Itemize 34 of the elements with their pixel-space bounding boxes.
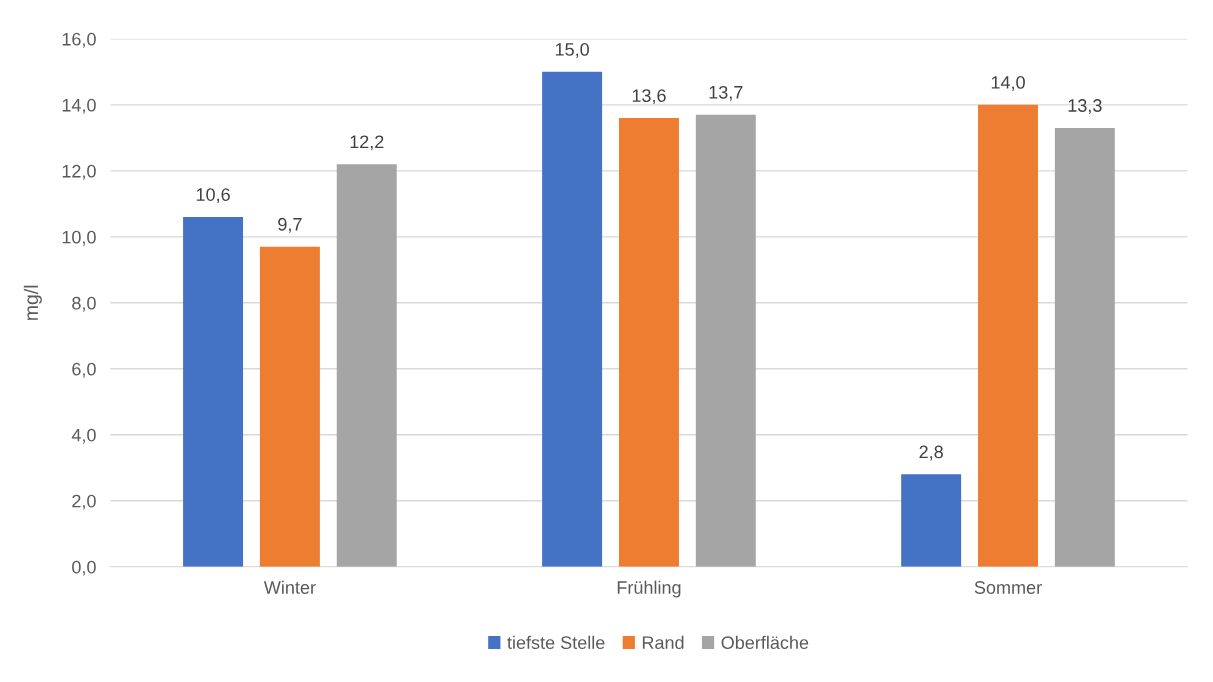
bar: [336, 164, 397, 567]
bar: [618, 118, 679, 567]
bar: [259, 246, 320, 567]
bar: [183, 217, 244, 567]
x-tick-label: Sommer: [974, 581, 1042, 594]
x-tick-label: Winter: [263, 580, 316, 594]
data-label: 13,6: [632, 89, 666, 105]
legend-label: Rand: [642, 635, 684, 650]
data-label: 14,0: [991, 76, 1025, 91]
y-tick-label: 0,0: [72, 560, 96, 576]
data-label: 13,3: [1068, 99, 1102, 115]
data-label: 12,2: [350, 135, 384, 151]
y-tick-label: 10,0: [62, 230, 96, 246]
y-tick-label: 4,0: [71, 428, 96, 444]
legend-label: tiefste Stelle: [507, 635, 605, 650]
x-tick-label: Frühling: [617, 580, 681, 598]
data-label: 9,7: [278, 217, 302, 233]
bar: [1054, 127, 1115, 567]
y-tick-label: 12,0: [62, 164, 96, 180]
bar: [542, 71, 603, 567]
y-axis-title: mg/l: [23, 285, 42, 320]
bar: [901, 474, 962, 567]
legend-label: Oberfläche: [721, 635, 809, 650]
data-label: 15,0: [555, 43, 589, 58]
data-label: 13,7: [709, 85, 743, 101]
y-tick-label: 14,0: [62, 98, 96, 114]
y-tick-label: 16,0: [62, 32, 96, 48]
y-tick-label: 6,0: [72, 362, 96, 378]
data-label: 2,8: [919, 445, 943, 461]
y-tick-label: 8,0: [72, 296, 96, 312]
data-label: 10,6: [196, 188, 230, 204]
y-tick-label: 2,0: [72, 494, 96, 510]
bar: [978, 104, 1038, 567]
bar: [695, 114, 756, 567]
